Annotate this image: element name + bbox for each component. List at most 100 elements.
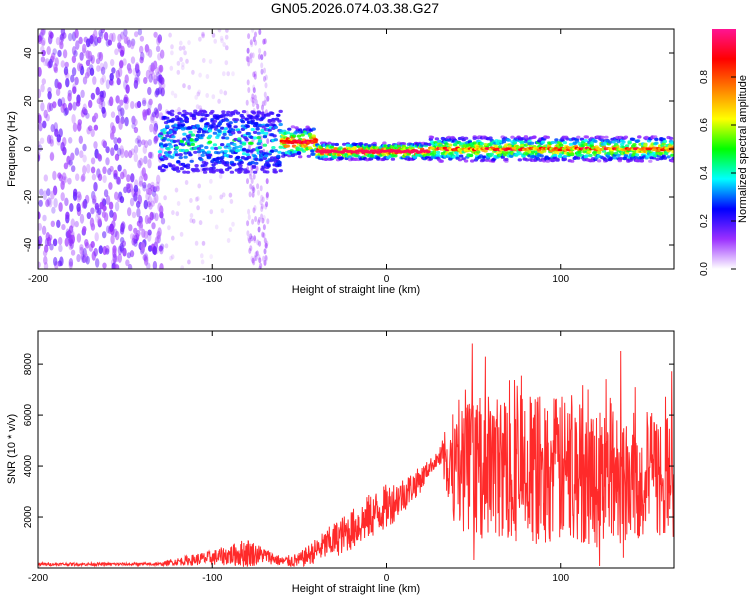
spectral-cell <box>476 150 481 154</box>
spectral-cell <box>259 158 264 162</box>
spectral-cell <box>148 151 153 159</box>
spectral-cell <box>71 165 76 173</box>
spectral-cell <box>135 63 140 74</box>
spectral-cell <box>85 38 91 48</box>
spectral-cell <box>506 138 511 142</box>
spectral-cell <box>278 129 283 133</box>
spectral-cell <box>207 129 213 133</box>
spectral-cell <box>627 140 632 144</box>
spectral-cell <box>545 159 550 163</box>
spectral-cell <box>102 231 107 239</box>
spectral-cell <box>92 194 97 204</box>
spectral-cell <box>40 56 46 63</box>
spectral-cell <box>155 71 161 82</box>
spectral-cell <box>300 133 305 137</box>
spectral-cell <box>570 159 575 163</box>
spectral-cell <box>531 155 536 159</box>
spectral-cell <box>670 153 674 157</box>
spectral-cell <box>187 84 191 90</box>
spectral-cell <box>254 99 258 106</box>
spectral-cell <box>133 126 139 134</box>
spectral-cell <box>245 153 250 157</box>
spectral-cell <box>265 201 269 208</box>
spectral-cell <box>370 154 375 158</box>
spectral-cell <box>111 125 116 134</box>
spectral-cell <box>46 197 52 206</box>
spectral-cell <box>50 190 55 200</box>
spectral-cell <box>260 68 264 75</box>
spectral-cell <box>244 138 249 142</box>
spectral-cell <box>90 157 96 165</box>
spectral-cell <box>614 151 619 155</box>
spectral-cell <box>181 62 185 67</box>
spectral-cell <box>142 145 147 154</box>
spectral-cell <box>201 31 205 37</box>
spectral-cell <box>172 131 177 135</box>
spectral-cell <box>262 232 266 239</box>
spectral-cell <box>367 144 372 148</box>
spectral-cell <box>82 43 87 54</box>
colorbar: 0.0 0.2 0.4 0.6 0.8 Normalized spectral ampl… <box>699 29 749 276</box>
spectral-cell <box>207 140 213 144</box>
spectral-cell <box>46 134 52 145</box>
spectral-cell <box>76 195 81 203</box>
spectral-cell <box>201 33 205 39</box>
spectral-cell <box>118 120 123 130</box>
spectral-cell <box>265 178 269 185</box>
spectral-cell <box>120 107 125 117</box>
spectral-cell <box>156 36 161 46</box>
spectral-cell <box>166 138 171 142</box>
spectral-cell <box>85 59 91 67</box>
spectral-cell <box>163 165 169 169</box>
spectral-cell <box>61 172 67 181</box>
spectral-cell <box>550 140 555 145</box>
spectral-cell <box>227 146 232 150</box>
spectral-cell <box>263 67 266 74</box>
spectral-cell <box>65 77 70 88</box>
spectral-cell <box>195 124 200 128</box>
spectral-cell <box>69 239 75 250</box>
spectral-cell <box>217 98 221 104</box>
spectral-cell <box>174 146 180 150</box>
spectral-cell <box>59 41 64 50</box>
spectral-cell <box>194 164 199 168</box>
spectral-cell <box>163 157 169 161</box>
spectral-cell <box>655 157 660 161</box>
spectral-cell <box>169 255 173 261</box>
spectral-cell <box>251 101 255 108</box>
spectral-cell <box>59 36 64 46</box>
spectral-cell <box>637 135 642 139</box>
spectral-cell <box>584 135 590 139</box>
spectral-cell <box>576 135 581 139</box>
spectral-cell <box>90 92 96 100</box>
spectral-cell <box>139 45 144 54</box>
spectral-cell <box>178 156 183 160</box>
spectral-cell <box>261 165 266 169</box>
spectral-cell <box>198 72 202 78</box>
spectral-cell <box>168 130 174 134</box>
spectral-cell <box>95 86 100 96</box>
spectral-cell <box>584 154 590 158</box>
spectral-cell <box>168 32 172 38</box>
spectral-cell <box>95 258 100 268</box>
spectral-cell <box>196 205 200 211</box>
spectral-cell <box>105 195 111 206</box>
spectral-cell <box>138 180 144 187</box>
spectral-cell <box>199 144 204 148</box>
snr-x-tick-label: 100 <box>552 573 569 584</box>
spectral-cell <box>136 229 141 237</box>
spectral-cell <box>52 101 57 109</box>
spectral-cell <box>112 253 117 263</box>
spectral-cell <box>154 212 159 222</box>
spectral-cell <box>54 57 59 67</box>
spectral-cell <box>266 164 271 168</box>
spectral-cell <box>53 66 59 74</box>
spectral-cell <box>524 158 530 162</box>
spectral-cell <box>254 157 259 161</box>
spectral-cell <box>60 33 65 42</box>
spectral-cell <box>345 143 350 147</box>
spectral-cell <box>263 50 267 57</box>
spectral-cell <box>74 220 79 228</box>
spectral-cell <box>248 53 252 60</box>
spectral-cell <box>434 137 440 141</box>
